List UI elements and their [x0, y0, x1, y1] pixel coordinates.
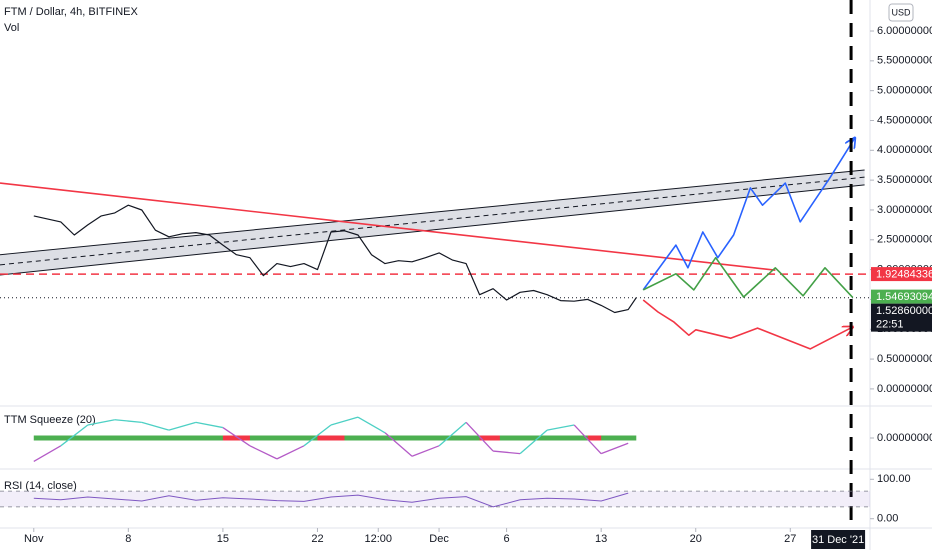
y-tick-label: 5.50000000: [877, 55, 932, 67]
y-tick-label: 0.00000000: [877, 383, 932, 395]
price-label: 1.52860000: [876, 305, 932, 317]
x-tick-label: Nov: [24, 533, 44, 545]
price-label: 1.54693094: [876, 291, 932, 303]
momentum-segment: [33, 445, 62, 463]
momentum-segment: [222, 427, 251, 447]
channel-mid: [0, 176, 865, 266]
currency[interactable]: USD: [891, 7, 911, 17]
price-label: 1.92484336: [876, 268, 932, 280]
momentum-segment: [60, 424, 89, 447]
pane-title: TTM Squeeze (20): [4, 414, 96, 426]
date-marker-box: [811, 530, 866, 549]
y-tick-label: 3.00000000: [877, 204, 932, 216]
channel-upper: [0, 169, 865, 256]
momentum-segment: [330, 416, 359, 426]
x-tick-label: 22: [311, 533, 323, 545]
momentum-segment: [357, 416, 386, 434]
momentum-segment: [519, 429, 548, 455]
momentum-segment: [168, 421, 197, 431]
y-tick-label: 0.00000000: [877, 432, 932, 444]
price-label-box: [871, 303, 932, 332]
y-tick-label: 0.50000000: [877, 353, 932, 365]
x-tick-label: 27: [784, 533, 796, 545]
chart-title: FTM / Dollar, 4h, BITFINEX: [4, 6, 139, 18]
x-tick-label: Dec: [429, 533, 449, 545]
momentum-segment: [547, 424, 575, 431]
x-tick-label: 8: [125, 533, 131, 545]
y-tick-label: 5.00000000: [877, 85, 932, 97]
momentum-segment: [384, 432, 413, 457]
momentum-segment: [573, 424, 602, 455]
drawing-line: [642, 299, 853, 350]
price-label-box: [871, 267, 932, 282]
momentum-segment: [249, 445, 278, 460]
price-label-box: [871, 289, 932, 304]
momentum-segment: [493, 450, 521, 455]
x-tick-label: 6: [504, 533, 510, 545]
drawing-line: [0, 182, 776, 271]
momentum-segment: [303, 424, 332, 447]
date-marker-label: 31 Dec '21: [812, 534, 864, 546]
channel-lower: [0, 184, 865, 276]
x-tick-label: 12:00: [364, 533, 392, 545]
rsi-line: [33, 492, 629, 508]
countdown: 22:51: [876, 319, 904, 331]
momentum-segment: [411, 445, 440, 457]
y-tick-label: 4.00000000: [877, 144, 932, 156]
y-tick-label: 100.00: [877, 473, 911, 485]
y-tick-label: 3.50000000: [877, 174, 932, 186]
y-tick-label: 0.00: [877, 513, 898, 525]
drawing-line: [642, 138, 855, 291]
x-tick-label: 20: [690, 533, 702, 545]
y-tick-label: 2.50000000: [877, 234, 932, 246]
momentum-segment: [600, 442, 629, 455]
channel-fill: [0, 169, 865, 275]
x-tick-label: 13: [595, 533, 607, 545]
momentum-segment: [195, 421, 224, 429]
momentum-segment: [114, 419, 142, 423]
pane-title: RSI (14, close): [4, 480, 77, 492]
momentum-segment: [87, 419, 115, 426]
price-line: [33, 204, 637, 314]
y-tick-label: 6.00000000: [877, 25, 932, 37]
y-tick-label: 4.50000000: [877, 114, 932, 126]
momentum-segment: [141, 421, 170, 431]
drawing-line: [642, 256, 854, 299]
momentum-segment: [276, 445, 305, 460]
volume-label: Vol: [4, 22, 19, 34]
currency-box[interactable]: [888, 3, 914, 22]
momentum-segment: [438, 421, 467, 447]
momentum-segment: [465, 421, 494, 452]
x-tick-label: 15: [217, 533, 229, 545]
